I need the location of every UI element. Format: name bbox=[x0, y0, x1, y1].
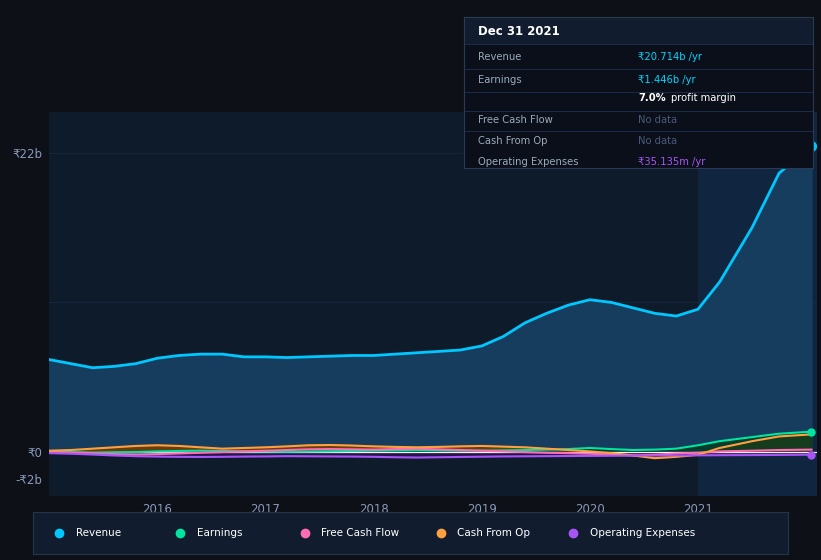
Text: Revenue: Revenue bbox=[478, 52, 521, 62]
Bar bbox=[464, 17, 813, 44]
Bar bbox=[698, 112, 817, 496]
Text: ₹35.135m /yr: ₹35.135m /yr bbox=[639, 157, 706, 167]
Text: ₹1.446b /yr: ₹1.446b /yr bbox=[639, 75, 696, 85]
Text: Revenue: Revenue bbox=[76, 529, 121, 538]
Text: Earnings: Earnings bbox=[197, 529, 242, 538]
Text: profit margin: profit margin bbox=[672, 93, 736, 102]
Text: Cash From Op: Cash From Op bbox=[457, 529, 530, 538]
Text: Dec 31 2021: Dec 31 2021 bbox=[478, 25, 560, 38]
Text: No data: No data bbox=[639, 115, 677, 125]
Text: Earnings: Earnings bbox=[478, 75, 521, 85]
Text: Free Cash Flow: Free Cash Flow bbox=[478, 115, 553, 125]
Text: 7.0%: 7.0% bbox=[639, 93, 666, 102]
Text: No data: No data bbox=[639, 136, 677, 146]
Text: Cash From Op: Cash From Op bbox=[478, 136, 548, 146]
Text: Operating Expenses: Operating Expenses bbox=[478, 157, 578, 167]
Text: ₹20.714b /yr: ₹20.714b /yr bbox=[639, 52, 702, 62]
Text: Operating Expenses: Operating Expenses bbox=[589, 529, 695, 538]
Text: Free Cash Flow: Free Cash Flow bbox=[321, 529, 400, 538]
